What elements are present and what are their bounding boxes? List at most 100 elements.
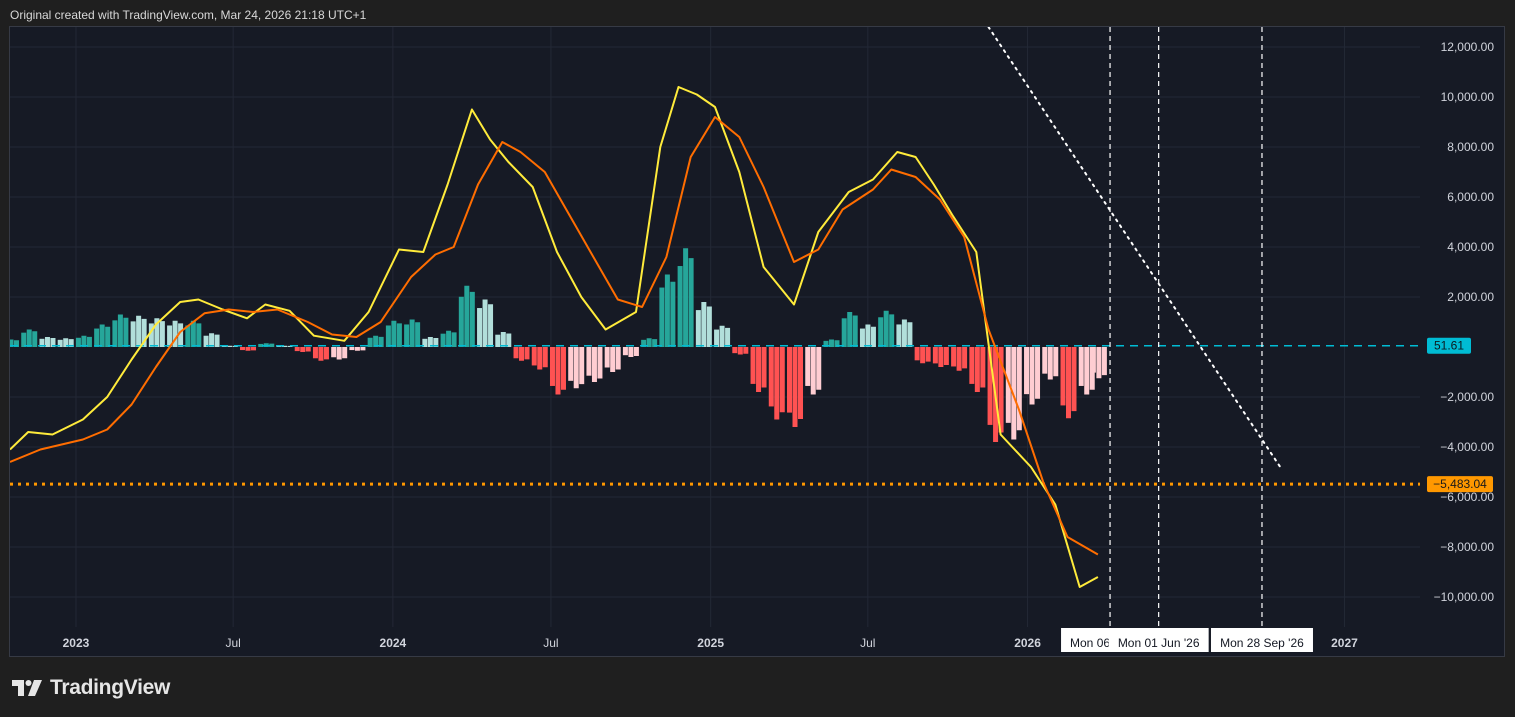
histogram-bar <box>932 347 938 364</box>
histogram-bar <box>251 347 257 351</box>
histogram-bar <box>980 347 986 388</box>
histogram-bar <box>32 331 38 347</box>
histogram-bar <box>1090 347 1096 373</box>
histogram-bar <box>1053 347 1059 377</box>
time-marker-label: Mon 06 <box>1070 636 1110 650</box>
histogram-bar <box>1016 347 1022 431</box>
histogram-bar <box>604 347 610 368</box>
histogram-bar <box>622 347 628 356</box>
y-tick-label: 10,000.00 <box>1441 90 1495 104</box>
tradingview-logo[interactable]: TradingView <box>12 676 170 700</box>
chart-frame[interactable]: 51.61 −5,483.04 12,000.00 10,000.00 8,000.0… <box>9 26 1505 657</box>
level-label: −5,483.04 <box>1433 477 1487 491</box>
time-marker-label-bg <box>1210 628 1313 652</box>
horizontal-levels: 51.61 −5,483.04 <box>10 337 1493 493</box>
histogram-bar <box>756 347 762 392</box>
histogram-bar <box>495 334 501 347</box>
histogram-bar <box>336 347 342 360</box>
histogram-bar <box>300 347 306 352</box>
histogram-bar <box>537 347 543 370</box>
histogram-bar <box>542 347 548 368</box>
macd-chart[interactable]: 51.61 −5,483.04 12,000.00 10,000.00 8,000.0… <box>10 27 1504 656</box>
histogram-bar <box>112 320 118 347</box>
histogram-bar <box>1005 347 1011 423</box>
histogram-bar <box>68 339 74 347</box>
histogram-bar <box>597 347 603 379</box>
histogram-bar <box>737 347 743 355</box>
histogram-bar <box>883 310 889 347</box>
histogram-bar <box>1066 347 1071 419</box>
brand-name: TradingView <box>50 676 171 699</box>
time-axis: 2023 Jul 2024 Jul 2025 Jul 2026 2027 Mon 06 Mon 0… <box>63 628 1358 652</box>
histogram-bar <box>130 321 136 347</box>
histogram-bar <box>519 347 525 361</box>
histogram-bar <box>907 322 913 347</box>
histogram-bar <box>221 345 227 347</box>
histogram-bar <box>998 347 1004 433</box>
histogram-bar <box>190 320 196 347</box>
histogram-bar <box>579 347 585 385</box>
histogram-bar <box>920 347 926 364</box>
histogram-bar <box>901 319 907 347</box>
histogram-bar <box>287 345 293 347</box>
histogram-bar <box>427 337 433 347</box>
chart-caption: Original created with TradingView.com, M… <box>10 8 367 22</box>
histogram-bar <box>1101 347 1107 376</box>
histogram-bar <box>1024 347 1030 395</box>
y-tick-label: 8,000.00 <box>1447 140 1494 154</box>
histogram-bar <box>841 318 847 347</box>
histogram-bar <box>440 333 446 347</box>
y-tick-label: 12,000.00 <box>1441 40 1495 54</box>
histogram-bar <box>750 347 756 384</box>
histogram-bar <box>834 340 840 347</box>
x-tick-label: 2025 <box>697 636 724 650</box>
y-tick-label: 2,000.00 <box>1447 290 1494 304</box>
histogram-bar <box>641 339 647 347</box>
histogram-bar <box>823 340 829 347</box>
histogram-bar <box>870 326 876 347</box>
histogram-bar <box>349 347 355 351</box>
histogram-bar <box>633 347 639 356</box>
histogram-bar <box>847 312 853 347</box>
histogram-bar <box>816 347 822 390</box>
histogram-bar <box>276 345 282 347</box>
histogram-bar <box>962 347 968 369</box>
histogram-bar <box>75 337 81 347</box>
histogram-bar <box>404 324 410 347</box>
histogram-bar <box>391 320 397 347</box>
histogram-bar <box>422 338 428 347</box>
histogram-bar <box>99 324 105 347</box>
histogram-bar <box>269 343 275 347</box>
histogram-bar <box>245 347 251 351</box>
histogram-bar <box>451 332 457 347</box>
indicator-lines <box>10 27 1282 588</box>
histogram-bar <box>664 274 670 347</box>
histogram-bar <box>677 266 683 347</box>
histogram-bar <box>500 332 506 347</box>
y-tick-label: 4,000.00 <box>1447 240 1494 254</box>
histogram-bar <box>974 347 980 392</box>
histogram-bar <box>318 347 324 361</box>
y-tick-label: −2,000.00 <box>1440 390 1494 404</box>
histogram-bar <box>914 347 920 361</box>
time-marker-label-bg <box>1108 628 1209 652</box>
histogram-bar <box>21 332 27 347</box>
histogram-bar <box>714 329 720 347</box>
histogram-bar <box>196 323 202 347</box>
histogram-bar <box>488 304 494 347</box>
histogram-bar <box>117 314 123 347</box>
histogram-bar <box>628 347 634 357</box>
histogram-bar <box>446 330 452 347</box>
histogram-bar <box>1084 347 1090 395</box>
histogram-bar <box>810 347 816 395</box>
x-tick-label: 2027 <box>1331 636 1358 650</box>
histogram-bar <box>1011 347 1017 440</box>
histogram-bar <box>774 347 780 420</box>
histogram-bar <box>178 323 184 347</box>
histogram-bar <box>787 347 793 413</box>
histogram-bar <box>141 318 147 347</box>
histogram-bar <box>342 347 348 359</box>
histogram-bar <box>524 347 530 360</box>
histogram-bar <box>732 347 738 354</box>
histogram-bar <box>779 347 785 413</box>
